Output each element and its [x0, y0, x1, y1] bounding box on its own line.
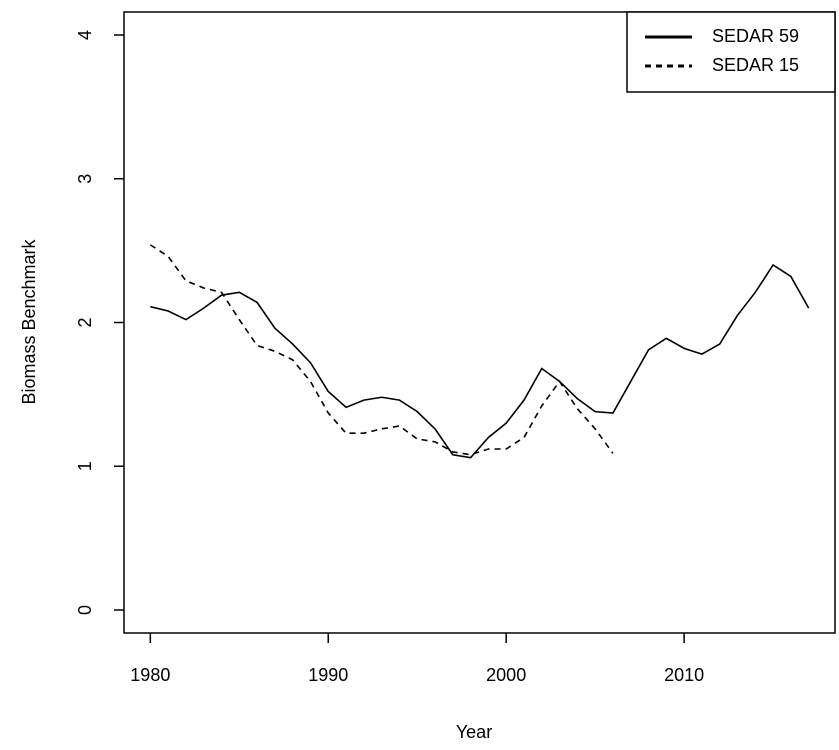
legend-label: SEDAR 59 — [712, 26, 799, 46]
series-line — [149, 244, 614, 456]
x-tick-label: 1990 — [308, 665, 348, 685]
y-tick-label: 3 — [75, 174, 95, 184]
series-line — [150, 263, 810, 459]
plot-frame — [123, 11, 836, 634]
x-tick-label: 2000 — [486, 665, 526, 685]
y-tick-label: 0 — [75, 605, 95, 615]
x-tick-label: 1980 — [130, 665, 170, 685]
y-axis-label: Biomass Benchmark — [19, 238, 39, 404]
legend-label: SEDAR 15 — [712, 55, 799, 75]
y-tick-label: 1 — [75, 461, 95, 471]
x-axis-label: Year — [456, 722, 492, 742]
y-tick-label: 2 — [75, 317, 95, 327]
legend-box — [626, 11, 836, 93]
x-tick-label: 2010 — [664, 665, 704, 685]
y-tick-label: 4 — [75, 30, 95, 40]
